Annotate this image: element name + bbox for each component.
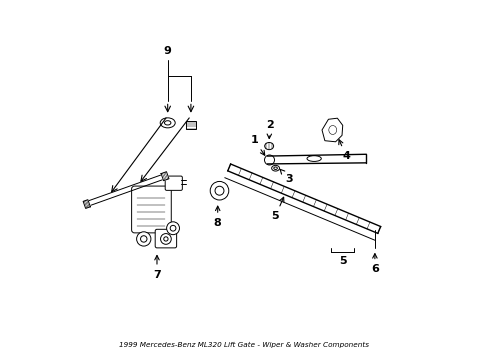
Text: 9: 9	[163, 46, 171, 57]
Text: 8: 8	[213, 206, 221, 228]
Ellipse shape	[210, 181, 228, 200]
Text: 5: 5	[338, 256, 346, 266]
Ellipse shape	[271, 165, 279, 171]
Circle shape	[136, 232, 151, 246]
Ellipse shape	[264, 143, 273, 150]
Text: 1: 1	[250, 135, 264, 155]
Text: 4: 4	[338, 140, 349, 161]
FancyBboxPatch shape	[131, 186, 171, 233]
FancyBboxPatch shape	[165, 176, 182, 190]
Text: 3: 3	[280, 169, 292, 184]
Ellipse shape	[160, 118, 175, 128]
Polygon shape	[322, 118, 342, 142]
Text: 2: 2	[265, 120, 273, 139]
Circle shape	[166, 222, 179, 235]
FancyBboxPatch shape	[185, 121, 196, 129]
FancyBboxPatch shape	[155, 229, 176, 248]
Text: 5: 5	[271, 197, 284, 221]
Text: 7: 7	[153, 256, 161, 280]
Text: 6: 6	[370, 254, 378, 274]
Circle shape	[264, 155, 274, 165]
Ellipse shape	[306, 156, 321, 161]
Polygon shape	[83, 200, 90, 208]
Polygon shape	[161, 172, 169, 181]
Text: 1999 Mercedes-Benz ML320 Lift Gate - Wiper & Washer Components: 1999 Mercedes-Benz ML320 Lift Gate - Wip…	[119, 342, 369, 348]
